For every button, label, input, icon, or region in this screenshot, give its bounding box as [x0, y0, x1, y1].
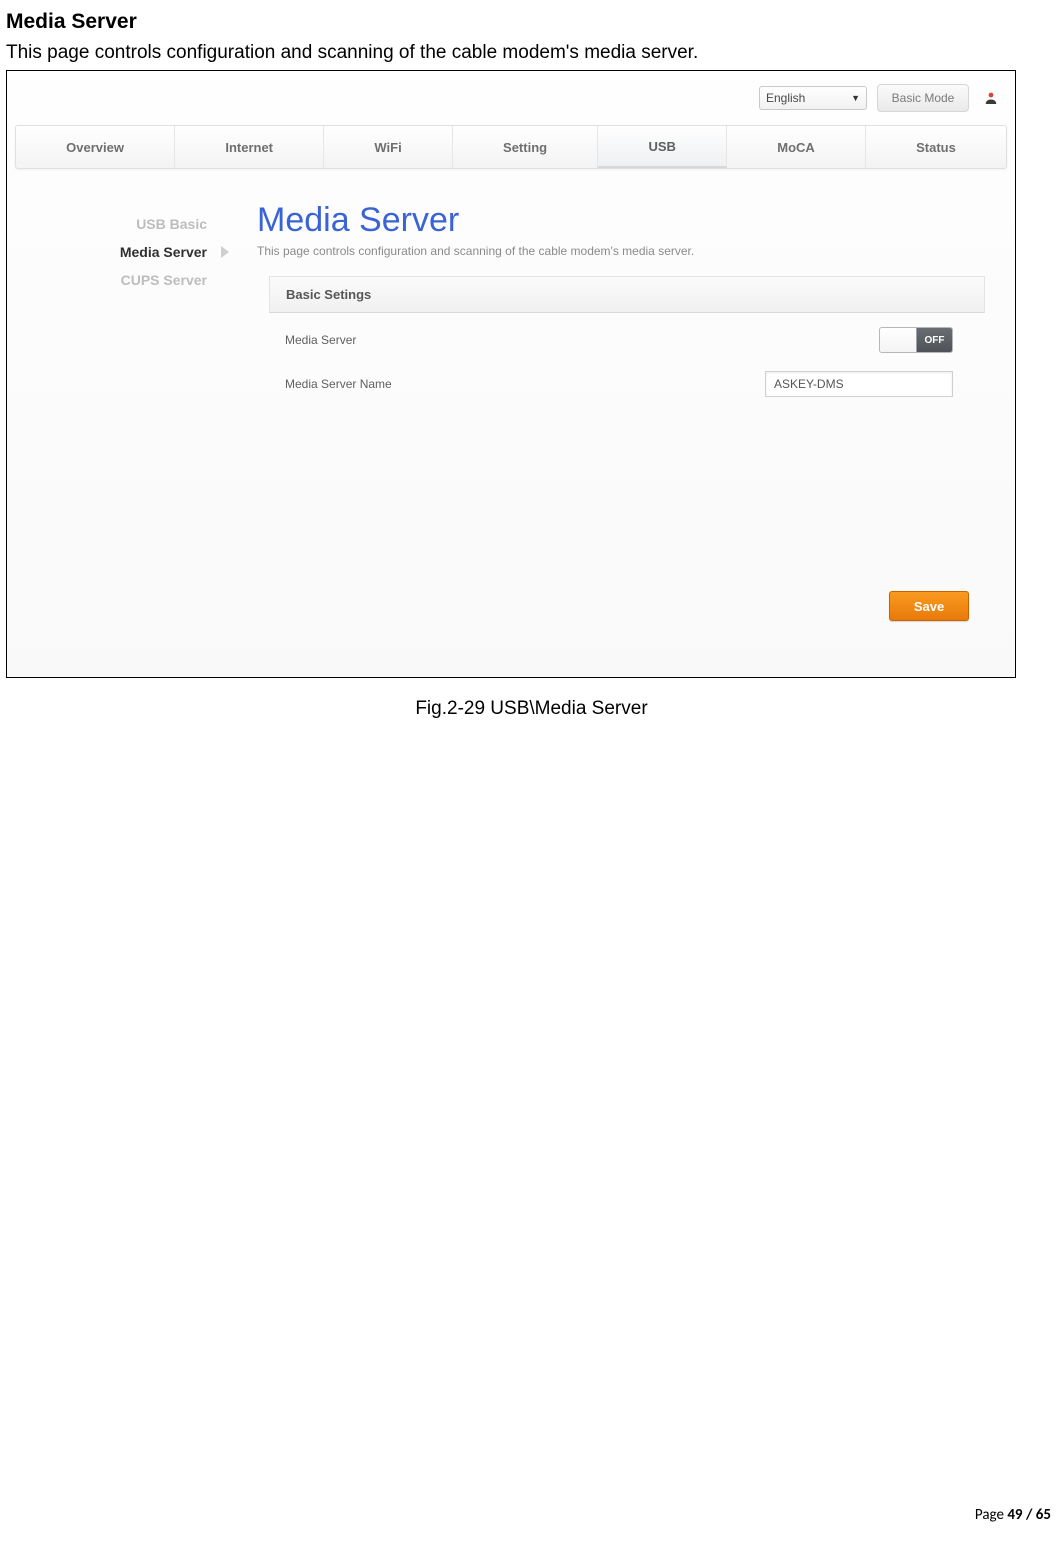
sidebar-item-usb-basic[interactable]: USB Basic — [49, 216, 219, 232]
page-sep: / — [1023, 1506, 1036, 1524]
page-total: 65 — [1036, 1506, 1051, 1524]
basic-mode-button[interactable]: Basic Mode — [877, 84, 969, 112]
tab-overview[interactable]: Overview — [16, 126, 175, 168]
save-button[interactable]: Save — [889, 591, 969, 621]
doc-heading: Media Server — [6, 10, 1057, 34]
figure-caption: Fig.2-29 USB\Media Server — [6, 698, 1057, 720]
main-tabs: Overview Internet WiFi Setting USB MoCA … — [15, 125, 1007, 169]
tab-moca[interactable]: MoCA — [727, 126, 866, 168]
page-footer: Page 49 / 65 — [975, 1506, 1051, 1524]
tab-wifi[interactable]: WiFi — [324, 126, 453, 168]
user-icon[interactable] — [979, 86, 1003, 110]
toggle-off-label: OFF — [916, 328, 952, 352]
language-select[interactable]: English ▼ — [759, 86, 867, 110]
router-ui-screenshot: English ▼ Basic Mode Overview Internet W… — [6, 70, 1016, 678]
page-label: Page — [975, 1506, 1007, 1524]
sidebar-item-media-server[interactable]: Media Server — [49, 244, 219, 260]
doc-description: This page controls configuration and sca… — [6, 42, 1057, 64]
tab-usb[interactable]: USB — [598, 126, 727, 168]
content-area: Media Server This page controls configur… — [257, 201, 985, 647]
page-subtitle: This page controls configuration and sca… — [257, 244, 985, 258]
tab-setting[interactable]: Setting — [453, 126, 598, 168]
media-server-toggle[interactable]: OFF — [879, 327, 953, 353]
page-current: 49 — [1007, 1506, 1022, 1524]
language-select-value: English — [766, 91, 805, 105]
basic-settings-panel: Basic Setings Media Server OFF Media Ser… — [257, 276, 985, 419]
document-page: Media Server This page controls configur… — [0, 0, 1063, 1542]
sidebar-item-cups-server[interactable]: CUPS Server — [49, 272, 219, 288]
sidebar: USB Basic Media Server CUPS Server — [49, 216, 219, 288]
chevron-down-icon: ▼ — [851, 93, 860, 103]
media-server-label: Media Server — [285, 333, 545, 347]
row-media-server-toggle: Media Server OFF — [285, 327, 969, 353]
top-bar: English ▼ Basic Mode — [759, 83, 1003, 113]
row-media-server-name: Media Server Name — [285, 371, 969, 397]
tab-internet[interactable]: Internet — [175, 126, 324, 168]
media-server-name-input[interactable] — [765, 371, 953, 397]
page-title: Media Server — [257, 201, 985, 240]
panel-header: Basic Setings — [269, 276, 985, 313]
tab-status[interactable]: Status — [866, 126, 1006, 168]
media-server-name-label: Media Server Name — [285, 377, 545, 391]
panel-body: Media Server OFF Media Server Name — [257, 313, 985, 419]
toggle-handle — [880, 328, 916, 352]
